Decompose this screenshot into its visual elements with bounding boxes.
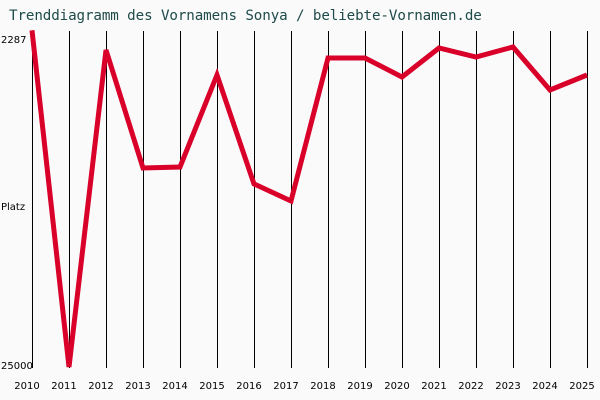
- x-tick-label-2023: 2023: [495, 381, 521, 392]
- x-tick-label-2022: 2022: [458, 381, 484, 392]
- y-axis-top-label: 2287: [1, 35, 27, 46]
- x-tick-label-2025: 2025: [569, 381, 595, 392]
- y-axis-bottom-label: 25000: [1, 361, 33, 372]
- x-tick-label-2024: 2024: [532, 381, 558, 392]
- x-tick-label-2010: 2010: [14, 381, 40, 392]
- x-tick-label-2015: 2015: [199, 381, 225, 392]
- x-tick-label-2016: 2016: [236, 381, 262, 392]
- x-tick-label-2020: 2020: [384, 381, 410, 392]
- x-tick-label-2013: 2013: [125, 381, 151, 392]
- x-tick-label-2018: 2018: [310, 381, 336, 392]
- x-tick-label-2019: 2019: [347, 381, 373, 392]
- x-tick-label-2011: 2011: [51, 381, 77, 392]
- x-tick-label-2021: 2021: [421, 381, 447, 392]
- x-tick-label-2014: 2014: [162, 381, 188, 392]
- y-axis-title: Platz: [1, 202, 26, 213]
- x-tick-label-2012: 2012: [88, 381, 114, 392]
- chart-title: Trenddiagramm des Vornamens Sonya / beli…: [9, 8, 482, 24]
- trend-line: [29, 30, 588, 368]
- x-tick-label-2017: 2017: [273, 381, 299, 392]
